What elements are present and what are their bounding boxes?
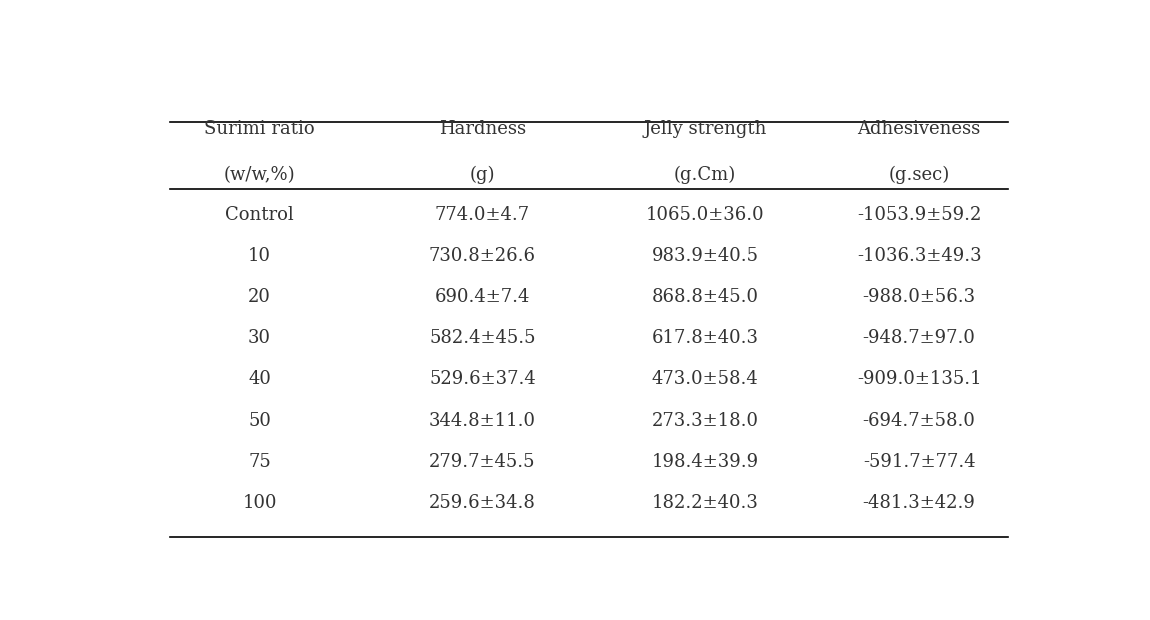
- Text: 198.4±39.9: 198.4±39.9: [652, 453, 759, 471]
- Text: 273.3±18.0: 273.3±18.0: [652, 412, 759, 430]
- Text: 473.0±58.4: 473.0±58.4: [652, 371, 759, 389]
- Text: 983.9±40.5: 983.9±40.5: [652, 247, 759, 265]
- Text: 868.8±45.0: 868.8±45.0: [652, 288, 759, 306]
- Text: -909.0±135.1: -909.0±135.1: [857, 371, 981, 389]
- Text: -948.7±97.0: -948.7±97.0: [862, 329, 975, 347]
- Text: 100: 100: [243, 494, 277, 512]
- Text: 617.8±40.3: 617.8±40.3: [652, 329, 759, 347]
- Text: 30: 30: [248, 329, 271, 347]
- Text: (g.sec): (g.sec): [889, 166, 950, 184]
- Text: 690.4±7.4: 690.4±7.4: [435, 288, 530, 306]
- Text: -988.0±56.3: -988.0±56.3: [862, 288, 975, 306]
- Text: (g.Cm): (g.Cm): [674, 166, 736, 184]
- Text: 40: 40: [248, 371, 271, 389]
- Text: Surimi ratio: Surimi ratio: [205, 120, 315, 138]
- Text: 529.6±37.4: 529.6±37.4: [429, 371, 536, 389]
- Text: Hardness: Hardness: [439, 120, 526, 138]
- Text: 259.6±34.8: 259.6±34.8: [429, 494, 536, 512]
- Text: 774.0±4.7: 774.0±4.7: [435, 206, 530, 224]
- Text: 582.4±45.5: 582.4±45.5: [429, 329, 536, 347]
- Text: -591.7±77.4: -591.7±77.4: [862, 453, 975, 471]
- Text: -694.7±58.0: -694.7±58.0: [862, 412, 975, 430]
- Text: Adhesiveness: Adhesiveness: [858, 120, 981, 138]
- Text: 10: 10: [248, 247, 271, 265]
- Text: -481.3±42.9: -481.3±42.9: [862, 494, 975, 512]
- Text: (g): (g): [469, 166, 496, 184]
- Text: 730.8±26.6: 730.8±26.6: [429, 247, 536, 265]
- Text: 75: 75: [248, 453, 271, 471]
- Text: 182.2±40.3: 182.2±40.3: [652, 494, 759, 512]
- Text: (w/w,%): (w/w,%): [224, 166, 296, 184]
- Text: 20: 20: [248, 288, 271, 306]
- Text: 344.8±11.0: 344.8±11.0: [429, 412, 536, 430]
- Text: Control: Control: [225, 206, 294, 224]
- Text: -1036.3±49.3: -1036.3±49.3: [857, 247, 981, 265]
- Text: 1065.0±36.0: 1065.0±36.0: [646, 206, 765, 224]
- Text: -1053.9±59.2: -1053.9±59.2: [857, 206, 981, 224]
- Text: 50: 50: [248, 412, 271, 430]
- Text: 279.7±45.5: 279.7±45.5: [429, 453, 536, 471]
- Text: Jelly strength: Jelly strength: [644, 120, 767, 138]
